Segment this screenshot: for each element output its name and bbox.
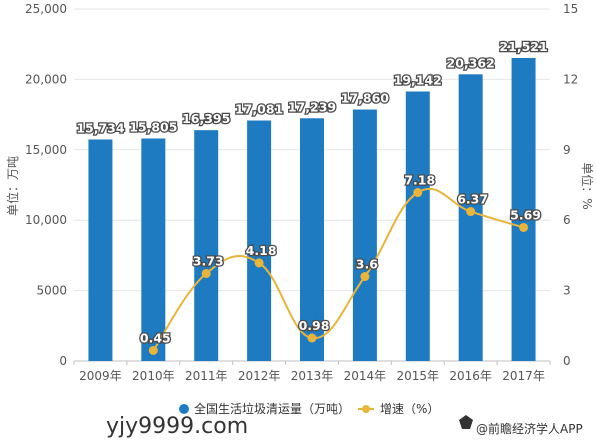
- x-tick-label: 2014年: [344, 369, 387, 383]
- bar-value-label: 16,395: [182, 111, 230, 126]
- bar-series: [88, 57, 536, 362]
- line-value-label: 3.73: [193, 253, 224, 268]
- brand-logo-icon: [459, 415, 473, 429]
- bar-value-label: 19,142: [394, 72, 442, 87]
- right-tick-label: 3: [563, 284, 571, 298]
- bar: [247, 120, 272, 362]
- line-value-label: 4.18: [246, 243, 277, 258]
- left-tick-label: 0: [59, 354, 67, 368]
- line-point: [413, 188, 423, 198]
- x-tick-label: 2017年: [502, 369, 545, 383]
- line-value-label: 6.37: [457, 192, 488, 207]
- left-tick-label: 10,000: [25, 213, 67, 227]
- line-point: [519, 222, 529, 232]
- bar-value-label: 17,860: [341, 91, 390, 106]
- line-value-label: 5.69: [510, 207, 541, 222]
- line-point: [307, 333, 317, 343]
- line-value-label: 7.18: [404, 173, 435, 188]
- right-tick-label: 12: [563, 72, 578, 86]
- legend-bar-label: 全国生活垃圾清运量（万吨）: [194, 401, 350, 416]
- line-point: [148, 345, 158, 355]
- x-tick-label: 2012年: [238, 369, 281, 383]
- line-point: [201, 268, 211, 278]
- right-axis-ticks: 0 3 6 9 12 15: [563, 2, 578, 368]
- x-tick-label: 2015年: [397, 369, 440, 383]
- legend-line-label: 增速（%）: [380, 402, 439, 416]
- left-tick-label: 5000: [36, 284, 67, 298]
- line-point: [254, 258, 264, 268]
- left-axis-ticks: 0 5000 10,000 15,000 20,000 25,000: [25, 2, 67, 368]
- left-tick-label: 25,000: [25, 2, 67, 16]
- bar: [352, 109, 377, 362]
- bar-value-label: 15,734: [76, 120, 125, 135]
- bar-value-label: 15,805: [129, 119, 177, 134]
- brand-watermark: @前瞻经济学人APP: [459, 415, 583, 436]
- bar: [88, 139, 113, 361]
- bar: [194, 130, 219, 361]
- line-series: [148, 187, 529, 355]
- x-axis-ticks: 2009年 2010年 2011年 2012年 2013年 2014年 2015年 2016年…: [73, 361, 551, 383]
- bar-data-labels: 15,734 15,805 16,395 17,081 17,239 17,860 19,1…: [75, 38, 549, 137]
- line-value-label: 0.98: [299, 318, 330, 333]
- bar-value-label: 20,362: [447, 55, 495, 70]
- brand-watermark-text: @前瞻经济学人APP: [476, 421, 583, 436]
- left-axis-title: 单位：万吨: [5, 156, 20, 216]
- bar: [405, 91, 430, 361]
- legend-bar-swatch: [179, 404, 189, 414]
- bar: [458, 74, 483, 361]
- x-tick-label: 2013年: [291, 369, 334, 383]
- site-watermark: yjy9999.com: [106, 414, 248, 439]
- line-data-labels: 0.45 3.73 4.18 0.98 3.6 7.18 6.37 5.69: [139, 171, 543, 347]
- x-tick-label: 2011年: [185, 369, 228, 383]
- line-point: [466, 207, 476, 217]
- bar-value-label: 17,081: [235, 101, 283, 116]
- left-tick-label: 20,000: [25, 72, 67, 86]
- line-value-label: 0.45: [140, 330, 171, 345]
- right-tick-label: 9: [563, 143, 571, 157]
- bar-value-label: 17,239: [288, 99, 336, 114]
- bar: [141, 138, 166, 361]
- line-point: [360, 272, 370, 282]
- legend-line-marker: [362, 405, 370, 413]
- right-tick-label: 15: [563, 2, 578, 16]
- growth-line: [152, 187, 524, 352]
- legend: 全国生活垃圾清运量（万吨） 增速（%）: [179, 401, 439, 416]
- right-tick-label: 6: [563, 213, 571, 227]
- x-tick-label: 2010年: [132, 369, 175, 383]
- left-tick-label: 15,000: [25, 143, 67, 157]
- line-value-label: 3.6: [356, 257, 378, 272]
- bar-value-label: 21,521: [499, 39, 547, 54]
- x-tick-label: 2009年: [79, 369, 122, 383]
- bar: [300, 118, 324, 362]
- right-tick-label: 0: [563, 354, 571, 368]
- x-tick-label: 2016年: [449, 369, 492, 383]
- right-axis-title: 单位：%: [580, 162, 595, 209]
- bar: [511, 57, 536, 362]
